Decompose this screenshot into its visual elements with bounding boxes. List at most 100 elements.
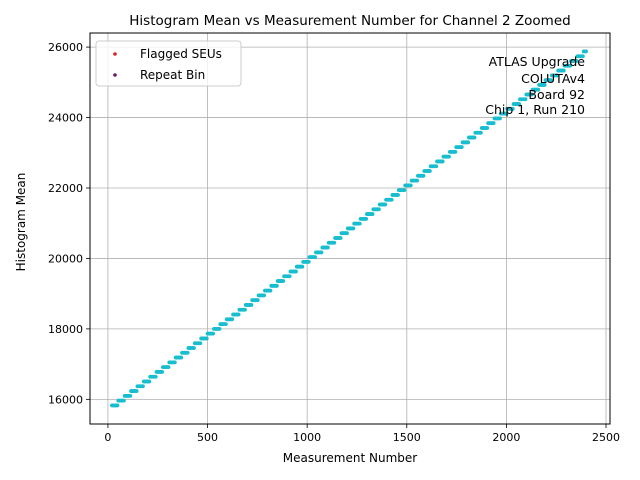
annotation-line-4: Chip 1, Run 210 bbox=[485, 102, 585, 117]
data-point bbox=[370, 212, 375, 216]
data-point bbox=[530, 92, 534, 97]
data-point bbox=[396, 193, 400, 197]
data-point bbox=[542, 83, 547, 87]
data-point bbox=[121, 398, 126, 403]
data-point bbox=[147, 379, 152, 384]
data-point bbox=[211, 331, 216, 336]
data-point bbox=[325, 245, 330, 250]
y-axis-ticks: 16000 18000 20000 22000 24000 26000 bbox=[48, 41, 90, 406]
legend-marker-repeat-bin bbox=[113, 73, 117, 77]
legend: Flagged SEUs Repeat Bin bbox=[95, 40, 242, 87]
data-point bbox=[287, 274, 292, 279]
data-point bbox=[243, 307, 247, 312]
data-point bbox=[153, 374, 158, 379]
data-point bbox=[179, 355, 184, 360]
data-point bbox=[408, 183, 413, 188]
data-point bbox=[536, 87, 541, 92]
annotation-line-1: ATLAS Upgrade bbox=[489, 54, 586, 69]
data-point bbox=[402, 188, 407, 193]
data-point bbox=[581, 54, 585, 59]
data-point bbox=[198, 341, 203, 346]
data-point bbox=[364, 216, 369, 221]
data-point bbox=[294, 269, 298, 274]
data-point bbox=[313, 255, 318, 260]
data-point bbox=[230, 317, 235, 322]
data-point bbox=[281, 279, 286, 283]
data-point bbox=[504, 111, 509, 116]
data-point bbox=[223, 322, 228, 326]
data-point bbox=[472, 135, 477, 140]
y-tick-label: 22000 bbox=[48, 182, 83, 195]
data-point bbox=[236, 312, 241, 317]
data-point bbox=[517, 102, 522, 106]
data-point bbox=[357, 221, 362, 226]
data-point bbox=[549, 78, 553, 83]
data-point bbox=[523, 97, 528, 102]
data-point bbox=[306, 260, 311, 264]
data-point bbox=[485, 126, 490, 130]
data-point bbox=[141, 384, 145, 389]
data-point bbox=[274, 283, 279, 288]
legend-label-repeat-bin: Repeat Bin bbox=[140, 68, 205, 82]
data-point bbox=[440, 159, 445, 164]
data-point bbox=[160, 370, 165, 374]
y-tick-label: 26000 bbox=[48, 41, 83, 54]
data-point bbox=[376, 207, 381, 212]
chart-title: Histogram Mean vs Measurement Number for… bbox=[129, 13, 570, 29]
data-point bbox=[128, 393, 133, 398]
x-tick-label: 1000 bbox=[293, 431, 321, 444]
data-point bbox=[491, 121, 496, 126]
y-tick-label: 24000 bbox=[48, 112, 83, 125]
y-tick-label: 16000 bbox=[48, 393, 83, 406]
data-point bbox=[204, 336, 209, 341]
y-tick-label: 18000 bbox=[48, 323, 83, 336]
data-point bbox=[453, 149, 458, 154]
data-point bbox=[345, 231, 349, 236]
annotation-line-2: COLUTAv4 bbox=[521, 71, 585, 86]
legend-box bbox=[95, 40, 242, 87]
data-point bbox=[351, 226, 356, 231]
data-point bbox=[498, 116, 502, 121]
data-point bbox=[478, 130, 483, 135]
legend-label-flagged-seus: Flagged SEUs bbox=[140, 47, 222, 61]
plot-frame bbox=[89, 32, 611, 425]
data-point bbox=[217, 326, 222, 331]
data-point bbox=[166, 365, 171, 370]
data-point bbox=[332, 240, 337, 245]
data-point bbox=[249, 303, 254, 307]
data-point bbox=[300, 264, 305, 269]
data-point bbox=[459, 145, 464, 150]
data-point bbox=[555, 73, 560, 78]
x-tick-label: 1500 bbox=[393, 431, 421, 444]
data-point bbox=[427, 169, 432, 173]
data-point bbox=[319, 250, 324, 255]
data-point bbox=[561, 68, 566, 73]
data-point bbox=[134, 389, 139, 393]
data-point bbox=[192, 346, 196, 350]
chart-annotation: ATLAS Upgrade COLUTAv4 Board 92 Chip 1, … bbox=[485, 54, 585, 117]
data-point bbox=[568, 63, 573, 68]
data-point bbox=[255, 298, 260, 303]
data-point bbox=[115, 403, 120, 408]
y-tick-label: 20000 bbox=[48, 252, 83, 265]
data-point bbox=[185, 350, 190, 355]
data-point bbox=[421, 173, 426, 178]
data-point bbox=[268, 288, 273, 293]
data-point bbox=[383, 202, 388, 207]
data-point bbox=[574, 59, 579, 63]
data-point bbox=[584, 49, 588, 54]
x-tick-label: 0 bbox=[104, 431, 111, 444]
x-tick-label: 2500 bbox=[592, 431, 620, 444]
data-point bbox=[338, 236, 343, 240]
data-point bbox=[262, 293, 267, 298]
x-tick-label: 500 bbox=[197, 431, 218, 444]
data-point bbox=[434, 164, 439, 169]
y-axis-label: Histogram Mean bbox=[14, 173, 28, 272]
data-point bbox=[447, 154, 451, 159]
data-point bbox=[172, 360, 177, 365]
x-tick-label: 2000 bbox=[492, 431, 520, 444]
data-point bbox=[415, 178, 420, 183]
data-point bbox=[389, 197, 394, 202]
data-point bbox=[466, 140, 471, 145]
